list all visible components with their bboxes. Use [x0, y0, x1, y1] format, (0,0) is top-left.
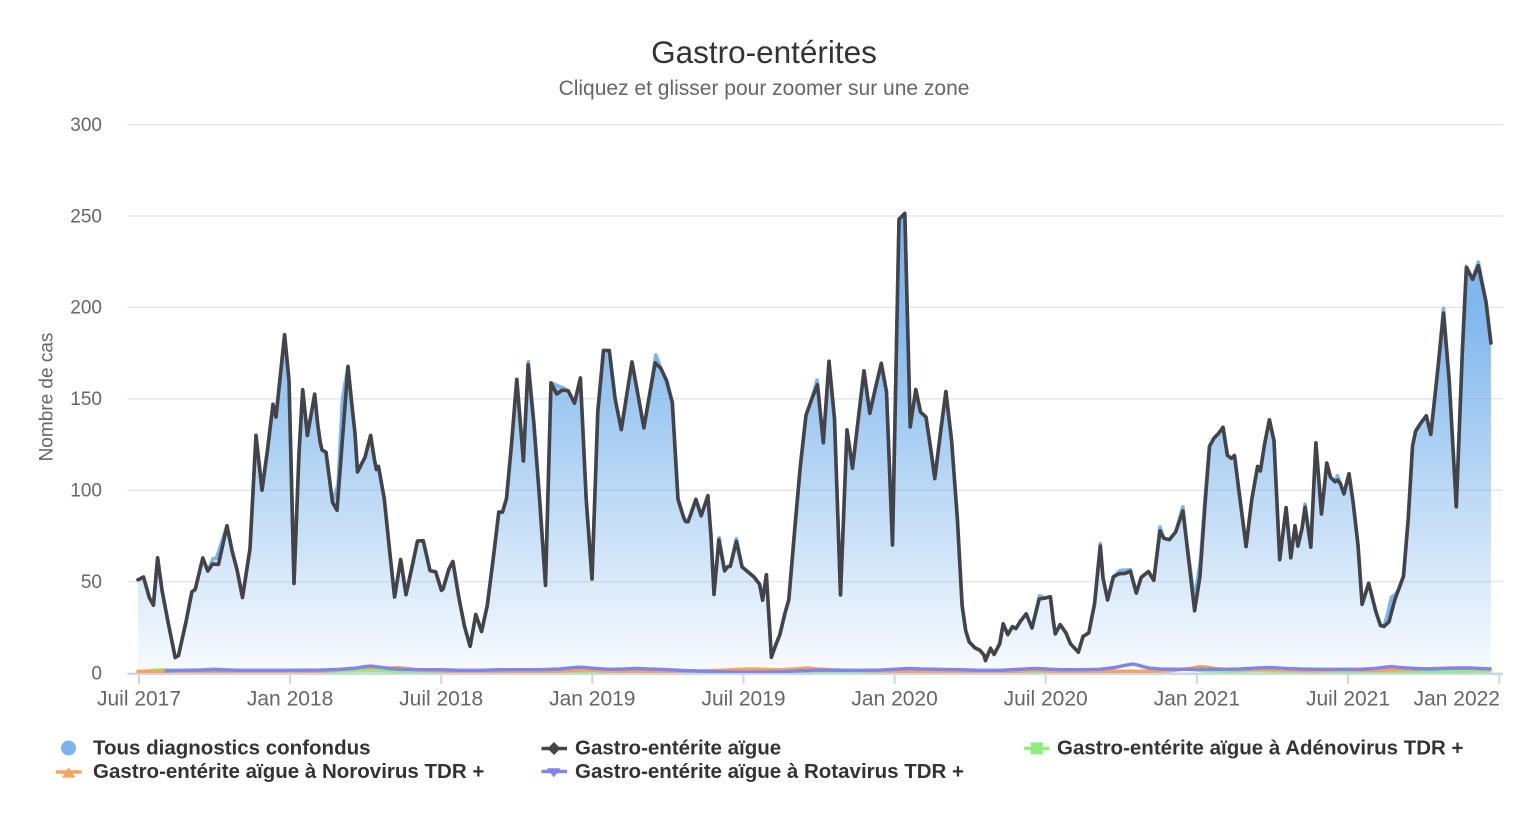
svg-text:250: 250	[70, 206, 102, 227]
svg-text:Gastro-entérite aïgue à Norovi: Gastro-entérite aïgue à Norovirus TDR +	[93, 760, 484, 783]
svg-text:Cliquez et glisser pour zoomer: Cliquez et glisser pour zoomer sur une z…	[559, 77, 970, 100]
svg-text:0: 0	[91, 663, 102, 684]
svg-text:50: 50	[81, 572, 102, 593]
svg-text:Juil 2021: Juil 2021	[1306, 688, 1390, 711]
svg-text:Jan 2019: Jan 2019	[549, 688, 635, 711]
svg-text:Gastro-entérite aïgue: Gastro-entérite aïgue	[575, 737, 781, 760]
svg-text:Gastro-entérites: Gastro-entérites	[651, 34, 877, 70]
svg-text:Jan 2021: Jan 2021	[1154, 688, 1240, 711]
svg-text:Juil 2017: Juil 2017	[97, 688, 181, 711]
svg-text:Jan 2022: Jan 2022	[1414, 688, 1500, 711]
svg-text:Juil 2020: Juil 2020	[1004, 688, 1088, 711]
svg-text:Gastro-entérite aïgue à Adénov: Gastro-entérite aïgue à Adénovirus TDR +	[1057, 737, 1464, 760]
svg-text:Nombre de cas: Nombre de cas	[37, 333, 58, 462]
svg-text:200: 200	[70, 298, 102, 319]
svg-text:Jan 2018: Jan 2018	[247, 688, 333, 711]
svg-text:Gastro-entérite aïgue à Rotavi: Gastro-entérite aïgue à Rotavirus TDR +	[575, 760, 964, 783]
svg-text:150: 150	[70, 389, 102, 410]
svg-text:Tous diagnostics confondus: Tous diagnostics confondus	[93, 737, 371, 760]
svg-text:100: 100	[70, 481, 102, 502]
svg-text:Juil 2018: Juil 2018	[399, 688, 483, 711]
svg-text:300: 300	[70, 115, 102, 136]
svg-text:Juil 2019: Juil 2019	[701, 688, 785, 711]
svg-text:Jan 2020: Jan 2020	[851, 688, 937, 711]
